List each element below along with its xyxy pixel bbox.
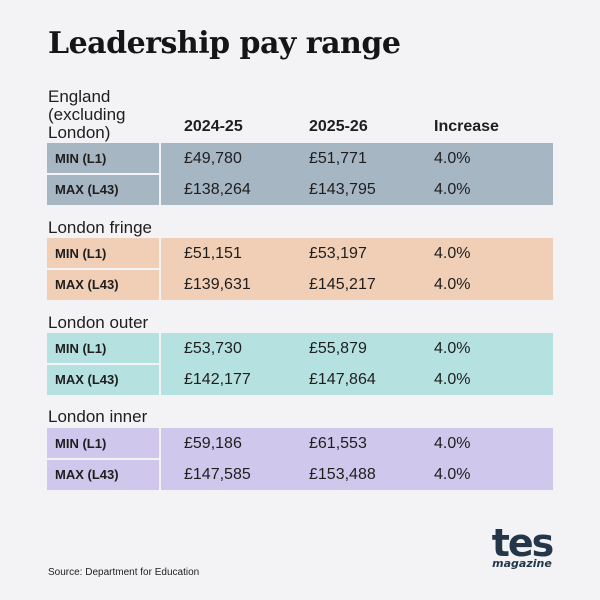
value-increase: 4.0% — [434, 150, 471, 167]
table-row: MIN (L1) £49,780 £51,771 4.0% — [47, 143, 553, 174]
value-increase: 4.0% — [434, 340, 471, 357]
region-label-line: London inner — [48, 407, 148, 426]
region-label-london-fringe: London fringe — [48, 219, 152, 237]
tes-magazine-logo: tes magazine — [491, 521, 555, 570]
column-divider — [159, 428, 161, 490]
column-divider — [159, 238, 161, 300]
row-divider — [47, 268, 159, 270]
row-divider — [47, 458, 159, 460]
region-label-london-outer: London outer — [48, 314, 148, 332]
pay-block-london-inner: MIN (L1) £59,186 £61,553 4.0% MAX (L43) … — [47, 428, 553, 490]
row-label: MAX (L43) — [55, 467, 119, 482]
value-2025-26: £143,795 — [309, 181, 376, 198]
value-2025-26: £51,771 — [309, 150, 367, 167]
row-label: MAX (L43) — [55, 182, 119, 197]
pay-block-england: MIN (L1) £49,780 £51,771 4.0% MAX (L43) … — [47, 143, 553, 205]
logo-wordmark: tes — [491, 521, 555, 565]
column-header-2025-26: 2025-26 — [309, 118, 368, 135]
column-divider — [159, 333, 161, 395]
table-row: MAX (L43) £139,631 £145,217 4.0% — [47, 269, 553, 300]
value-2024-25: £139,631 — [184, 276, 251, 293]
value-2025-26: £145,217 — [309, 276, 376, 293]
region-label-london-inner: London inner — [48, 408, 147, 426]
value-increase: 4.0% — [434, 435, 471, 452]
value-2024-25: £147,585 — [184, 466, 251, 483]
table-row: MIN (L1) £51,151 £53,197 4.0% — [47, 238, 553, 269]
row-divider — [47, 363, 159, 365]
table-row: MIN (L1) £53,730 £55,879 4.0% — [47, 333, 553, 364]
pay-block-london-fringe: MIN (L1) £51,151 £53,197 4.0% MAX (L43) … — [47, 238, 553, 300]
row-label: MIN (L1) — [55, 151, 107, 166]
value-2024-25: £53,730 — [184, 340, 242, 357]
row-label: MIN (L1) — [55, 341, 107, 356]
value-2024-25: £49,780 — [184, 150, 242, 167]
value-2025-26: £53,197 — [309, 245, 367, 262]
row-divider — [47, 173, 159, 175]
region-label-line: England — [48, 87, 111, 106]
value-increase: 4.0% — [434, 245, 471, 262]
table-row: MIN (L1) £59,186 £61,553 4.0% — [47, 428, 553, 459]
value-increase: 4.0% — [434, 371, 471, 388]
region-label-line: London) — [48, 123, 111, 142]
region-label-line: London outer — [48, 313, 149, 332]
value-2025-26: £153,488 — [309, 466, 376, 483]
page-title: Leadership pay range — [48, 26, 401, 61]
region-label-england: England (excluding London) — [48, 88, 126, 142]
region-label-line: London fringe — [48, 218, 152, 237]
column-header-increase: Increase — [434, 118, 499, 135]
value-2025-26: £61,553 — [309, 435, 367, 452]
value-2024-25: £51,151 — [184, 245, 242, 262]
value-2025-26: £55,879 — [309, 340, 367, 357]
column-divider — [159, 143, 161, 205]
value-2024-25: £138,264 — [184, 181, 251, 198]
value-2025-26: £147,864 — [309, 371, 376, 388]
row-label: MAX (L43) — [55, 372, 119, 387]
region-label-line: (excluding — [48, 105, 126, 124]
value-2024-25: £142,177 — [184, 371, 251, 388]
column-header-2024-25: 2024-25 — [184, 118, 243, 135]
table-row: MAX (L43) £138,264 £143,795 4.0% — [47, 174, 553, 205]
row-label: MIN (L1) — [55, 246, 107, 261]
row-label: MIN (L1) — [55, 436, 107, 451]
pay-block-london-outer: MIN (L1) £53,730 £55,879 4.0% MAX (L43) … — [47, 333, 553, 395]
source-note: Source: Department for Education — [48, 567, 200, 578]
logo-subtitle: magazine — [492, 557, 552, 570]
value-increase: 4.0% — [434, 466, 471, 483]
value-2024-25: £59,186 — [184, 435, 242, 452]
value-increase: 4.0% — [434, 181, 471, 198]
table-row: MAX (L43) £142,177 £147,864 4.0% — [47, 364, 553, 395]
row-label: MAX (L43) — [55, 277, 119, 292]
value-increase: 4.0% — [434, 276, 471, 293]
table-row: MAX (L43) £147,585 £153,488 4.0% — [47, 459, 553, 490]
